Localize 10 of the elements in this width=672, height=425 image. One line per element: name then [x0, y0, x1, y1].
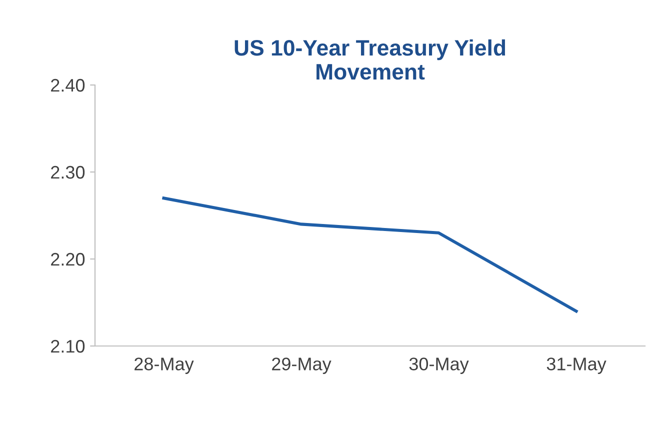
x-tick-label: 28-May	[134, 358, 194, 374]
x-tick-label: 31-May	[546, 358, 606, 374]
y-tick-label: 2.40	[51, 78, 85, 92]
x-tick-label: 29-May	[272, 358, 332, 374]
line-series	[162, 196, 578, 313]
y-tick-label: 2.30	[51, 166, 85, 179]
y-tick-label: 2.10	[51, 340, 85, 353]
x-tick-label: 30-May	[409, 358, 469, 374]
chart-title: US 10-Year Treasury Yield Movement	[234, 39, 506, 80]
y-tick-label: 2.20	[51, 252, 85, 266]
